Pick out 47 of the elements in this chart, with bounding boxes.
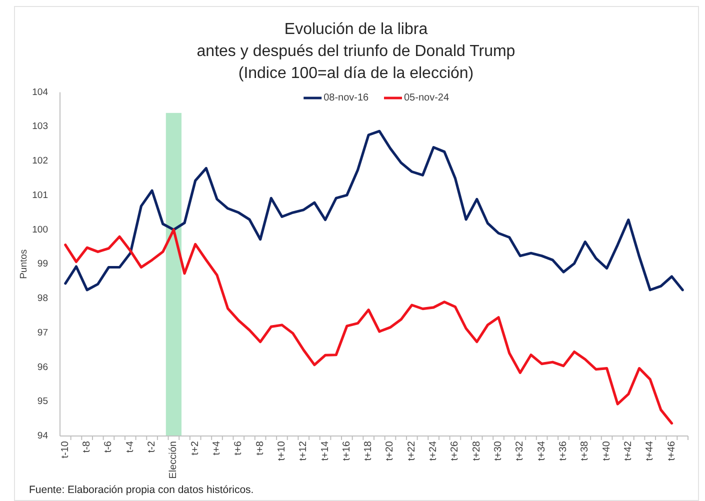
x-tick-label: t+40 (601, 440, 612, 461)
x-tick-label: t+10 (276, 440, 288, 461)
x-tick-label: t-10 (60, 440, 71, 458)
y-axis-title: Puntos (18, 249, 30, 279)
y-tick-label: 103 (32, 121, 48, 132)
y-tick-label: 102 (32, 156, 48, 167)
line-series (64, 130, 684, 292)
x-tick-label: t-6 (103, 440, 114, 453)
x-tick-label: t-4 (124, 440, 136, 453)
y-tick-label: 95 (37, 396, 48, 408)
x-tick-label: t+18 (363, 440, 374, 461)
source-note: Fuente: Elaboración propia con datos históricos. (29, 484, 254, 496)
x-tick-label: t+8 (254, 440, 266, 456)
x-tick-label: t+6 (233, 440, 244, 456)
legend-label: 08-nov-16 (324, 92, 370, 104)
x-tick-label: t+44 (644, 440, 656, 461)
chart-title: Evolución de la libra antes y después del triunfo de Donald Trump (Indice 100=al día de la elección) (196, 21, 516, 82)
x-tick-label: t+32 (514, 440, 526, 461)
x-tick-label: t+28 (471, 440, 482, 461)
x-tick-label: t-8 (82, 440, 93, 453)
x-tick-label: t+2 (190, 440, 201, 456)
x-tick-label: t+26 (450, 440, 461, 461)
y-tick-label: 100 (32, 224, 48, 236)
x-tick-label: t+38 (580, 440, 591, 461)
y-tick-label: 104 (32, 86, 48, 98)
x-tick-label: t-2 (146, 440, 158, 453)
x-tick-label: Elección (168, 441, 180, 479)
x-tick-label: t+34 (536, 440, 548, 461)
y-tick-label: 97 (37, 327, 48, 338)
x-tick-label: t+46 (666, 440, 678, 461)
x-tick-label: t+22 (406, 440, 418, 461)
x-tick-label: t+24 (428, 440, 440, 461)
y-tick-label: 101 (32, 190, 48, 201)
y-tick-label: 96 (37, 362, 48, 373)
legend-label: 05-nov-24 (404, 92, 450, 104)
x-tick-label: t+4 (212, 440, 222, 456)
y-tick-label: 94 (37, 430, 48, 442)
x-tick-label: t+30 (493, 440, 504, 461)
y-tick-label: 98 (37, 293, 48, 304)
y-tick-label: 99 (37, 258, 48, 270)
x-tick-label: t+16 (341, 440, 352, 461)
line-series (64, 228, 674, 425)
x-tick-label: t+20 (384, 440, 396, 461)
x-tick-label: t+14 (320, 440, 331, 461)
x-tick-label: t+42 (622, 440, 634, 461)
x-tick-label: t+12 (298, 440, 310, 461)
x-tick-label: t+36 (558, 440, 569, 461)
